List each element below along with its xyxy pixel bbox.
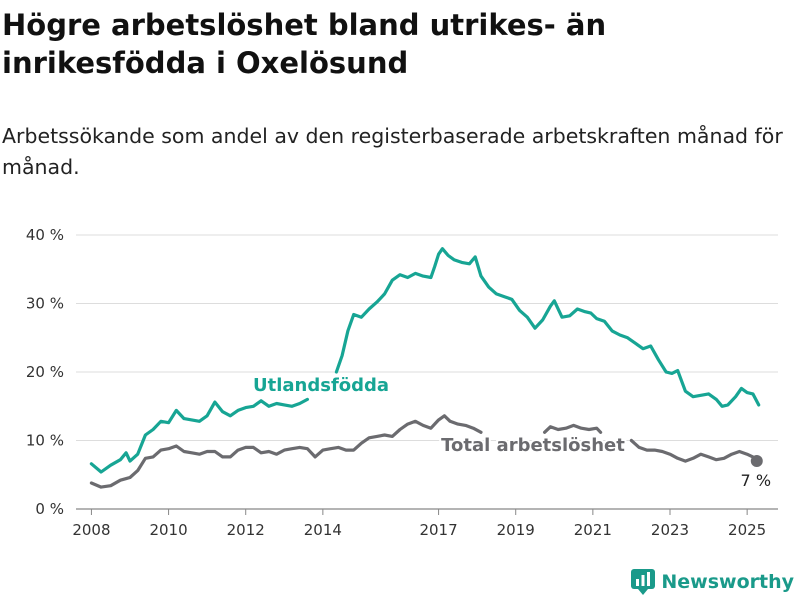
- y-tick-label: 0 %: [35, 500, 64, 518]
- y-tick-label: 40 %: [26, 226, 64, 244]
- y-tick-label: 10 %: [26, 432, 64, 450]
- x-tick-label: 2012: [227, 521, 265, 539]
- brand-name: Newsworthy: [661, 571, 794, 593]
- x-tick-label: 2019: [497, 521, 535, 539]
- chart-subtitle: Arbetssökande som andel av den registerb…: [2, 124, 783, 179]
- x-tick-label: 2017: [419, 521, 457, 539]
- line-chart: 0 % 10 % 20 % 30 % 40 % 2008 2010 2012 2014 2017 2…: [26, 226, 778, 539]
- series-lines: [89, 247, 763, 489]
- newsworthy-logo[interactable]: Newsworthy: [631, 569, 794, 595]
- y-tick-label: 30 %: [26, 295, 64, 313]
- series-line-total: [89, 414, 759, 489]
- chart-labels: 0 % 10 % 20 % 30 % 40 % 2008 2010 2012 2014 2017 2…: [26, 226, 771, 539]
- x-tick-label: 2023: [651, 521, 689, 539]
- series-label-total: Total arbetslöshet: [441, 435, 625, 456]
- series-line-utlandsfodda: [89, 247, 761, 474]
- x-tick-label: 2008: [72, 521, 110, 539]
- end-point-marker: [750, 455, 763, 468]
- x-tick-label: 2021: [574, 521, 612, 539]
- series-label-utlandsfodda: Utlandsfödda: [253, 375, 389, 396]
- x-tick-label: 2025: [728, 521, 766, 539]
- x-tick-label: 2010: [149, 521, 187, 539]
- x-tick-label: 2014: [304, 521, 342, 539]
- grid: [76, 234, 778, 515]
- chart-title: Högre arbetslöshet bland utrikes- än inr…: [2, 8, 607, 80]
- y-tick-label: 20 %: [26, 363, 64, 381]
- end-point-label: 7 %: [741, 471, 771, 490]
- newsworthy-logo-icon: [631, 569, 656, 595]
